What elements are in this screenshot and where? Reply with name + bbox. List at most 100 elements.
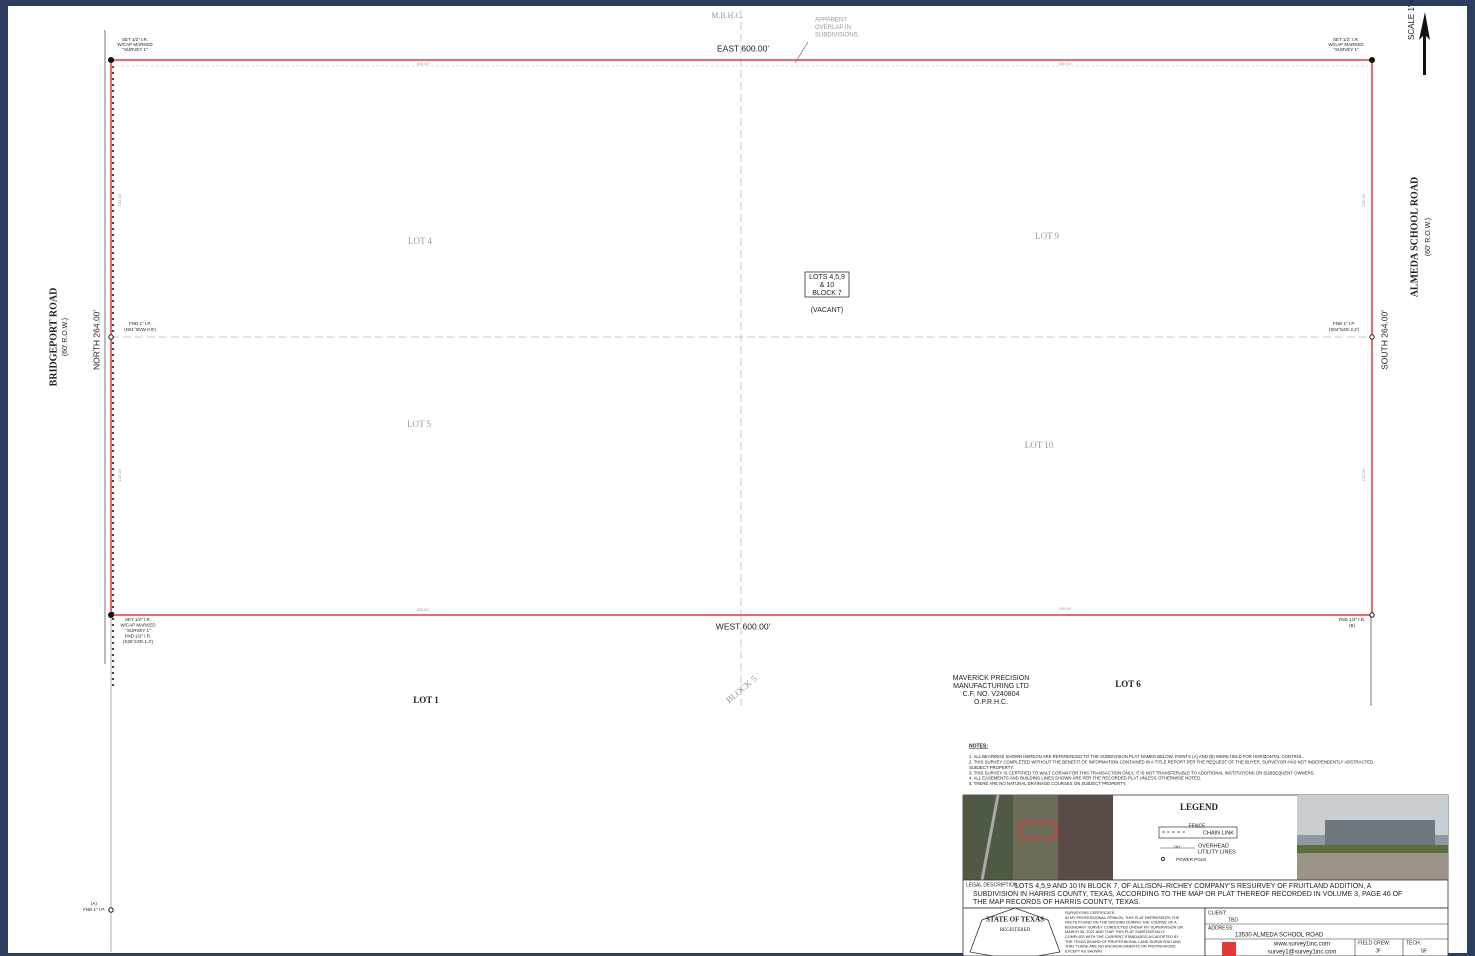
lot-label: LOT 6 <box>1115 679 1141 689</box>
title-value: SF <box>1421 948 1427 954</box>
lot-label: LOT 4 <box>408 236 433 246</box>
corner-label: FND 1" I.P. <box>129 321 151 326</box>
certificate-line: THE TEXAS BOARD OF PROFESSIONAL LAND SUR… <box>1065 940 1181 944</box>
seal-text: REGISTERED <box>1000 928 1031 933</box>
legend-item: CHAIN LINK <box>1203 830 1234 836</box>
title-value: survey1@survey1inc.com <box>1268 950 1337 956</box>
boundary-call: NORTH 264.00' <box>91 310 101 370</box>
title-value: 13530 ALMEDA SCHOOL ROAD <box>1235 933 1324 939</box>
legend-item: POWER POLE <box>1176 857 1206 862</box>
corner-label: FND 1/2" I.R. <box>1339 617 1366 622</box>
dimension-label: 132.00' <box>117 193 122 206</box>
corner-label: (B) <box>1349 623 1356 628</box>
dimension-label: 300.00' <box>1059 61 1072 66</box>
lot-label: LOT 1 <box>413 695 439 705</box>
found-pipe <box>108 907 114 913</box>
legend-title: LEGEND <box>1180 802 1219 812</box>
certificate-line: SURVEYORS CERTIFICATE: <box>1065 911 1115 915</box>
corner-label: (S25°24'E-1.3') <box>123 639 154 644</box>
corner-label: (N01°06'W-0.9') <box>124 327 156 332</box>
road-name: BRIDGEPORT ROAD <box>48 288 59 387</box>
owner-label: C.F. NO. V240804 <box>963 691 1020 698</box>
certificate-line: EXCEPT AS SHOWN. <box>1065 949 1103 953</box>
neighbor-label: M.R.H.C. <box>711 11 743 20</box>
scale-label: SCALE 1"= <box>1407 0 1416 40</box>
leader <box>794 41 809 64</box>
legal-label: LEGAL DESCRIPTION: <box>966 882 1019 888</box>
tract-label: & 10 <box>820 282 835 289</box>
seal-text: STATE OF TEXAS <box>986 916 1044 924</box>
aerial-photo-part <box>963 795 1013 880</box>
corner-label: SET 1/2" I.R. <box>1333 37 1359 42</box>
corner-label: FND 1/2" I.R. <box>125 634 152 639</box>
aerial-road <box>980 794 1000 881</box>
certificate-block <box>962 907 1206 956</box>
aerial-tract <box>1019 821 1057 839</box>
corner-pin <box>1369 57 1375 63</box>
certificate-line: FACTS FOUND ON THE GROUND DURING THE COU… <box>1065 921 1177 925</box>
note-line: 5. THERE ARE NO NATURAL DRAINAGE COURSES… <box>969 781 1126 786</box>
found-pipe <box>1369 612 1375 618</box>
corner-label: SET 1/2" I.R. <box>125 617 151 622</box>
legend-item: UTILITY LINES <box>1198 849 1236 855</box>
boundary-call: SOUTH 264.00' <box>1379 310 1389 370</box>
corner-pin <box>108 57 114 63</box>
title-value: www.survey1inc.com <box>1273 942 1330 948</box>
dimension-label: 132.00' <box>117 468 122 481</box>
legend-item: FENCE <box>1189 823 1207 829</box>
legal-line: SUBDIVISION IN HARRIS COUNTY, TEXAS, ACC… <box>973 891 1402 898</box>
owner-label: MAVERICK PRECISION <box>953 675 1030 682</box>
road-name: ALMEDA SCHOOL ROAD <box>1409 177 1420 298</box>
owner-label: O.P.R.H.C. <box>974 699 1008 706</box>
found-pipe <box>108 334 114 340</box>
note-line: 2. THIS SURVEY COMPLETED WITHOUT THE BEN… <box>969 760 1373 765</box>
aerial-photo-part <box>1058 795 1113 880</box>
lot-label: LOT 5 <box>407 419 432 429</box>
legend-fence-box <box>1158 826 1238 839</box>
corner-label: "SURVEY 1" <box>125 628 151 633</box>
note-line: SUBJECT PROPERTY. <box>969 765 1014 770</box>
title-field: ADDRESS: <box>1208 925 1234 931</box>
certificate-line: BOUNDARY SURVEY CONDUCTED UNDER MY SUPER… <box>1065 925 1183 929</box>
corner-label: W/CAP MARKED <box>117 42 153 47</box>
title-value: TBD <box>1228 917 1238 923</box>
corner-label: SET 1/2" I.R. <box>122 37 148 42</box>
found-pipe <box>1369 334 1375 340</box>
corner-label: FND 1" I.P. <box>83 907 105 912</box>
legal-line: LOTS 4,5,9 AND 10 IN BLOCK 7, OF ALLISON… <box>1015 883 1372 890</box>
dimension-label: 132.00' <box>1361 193 1366 206</box>
corner-label: (A) <box>91 901 98 906</box>
tract-box <box>804 271 850 298</box>
corner-label: FND 1" I.P. <box>1333 321 1355 326</box>
logo <box>1222 942 1236 956</box>
title-field: CLIENT: <box>1208 910 1227 916</box>
tract-label: LOTS 4,5,9 <box>809 274 845 281</box>
corner-label: (S04°54'E-2.2') <box>1329 327 1360 332</box>
overlap-note: OVERLAP IN <box>815 25 851 31</box>
legend-pole-symbol <box>1160 856 1166 862</box>
note-line: 1. ALL BEARINGS SHOWN HEREON ARE REFEREN… <box>969 754 1304 759</box>
road-row: (60' R.O.W.) <box>62 318 69 356</box>
title-field: TECH: <box>1406 940 1421 946</box>
dimension-label: 300.00' <box>417 607 430 612</box>
overlap-note: APPARENT <box>815 18 847 24</box>
seal <box>969 907 1061 956</box>
corner-label: "SURVEY 1" <box>1333 47 1359 52</box>
tract-status: (VACANT) <box>811 307 844 314</box>
tract-label: BLOCK 7 <box>812 290 842 297</box>
corner-pin <box>108 612 114 618</box>
legend-item: OH <box>1174 844 1180 849</box>
north-arrow <box>1419 12 1430 75</box>
legal-block <box>962 879 1449 909</box>
dimension-label: 132.00' <box>1361 468 1366 481</box>
legend-item: OVERHEAD <box>1198 843 1229 849</box>
certificate-line: MARCH 30, 2021 AND THAT THIS PLAT SUBSTA… <box>1065 930 1166 934</box>
corner-label: W/CAP MARKED <box>1328 42 1364 47</box>
legal-line: THE MAP RECORDS OF HARRIS COUNTY, TEXAS. <box>973 899 1140 906</box>
title-field: FIELD CREW: <box>1358 940 1390 946</box>
corner-label: W/CAP MARKED <box>120 623 156 628</box>
corner-label: "SURVEY 1" <box>122 47 148 52</box>
overlap-note: SUBDIVISIONS. <box>815 33 860 39</box>
